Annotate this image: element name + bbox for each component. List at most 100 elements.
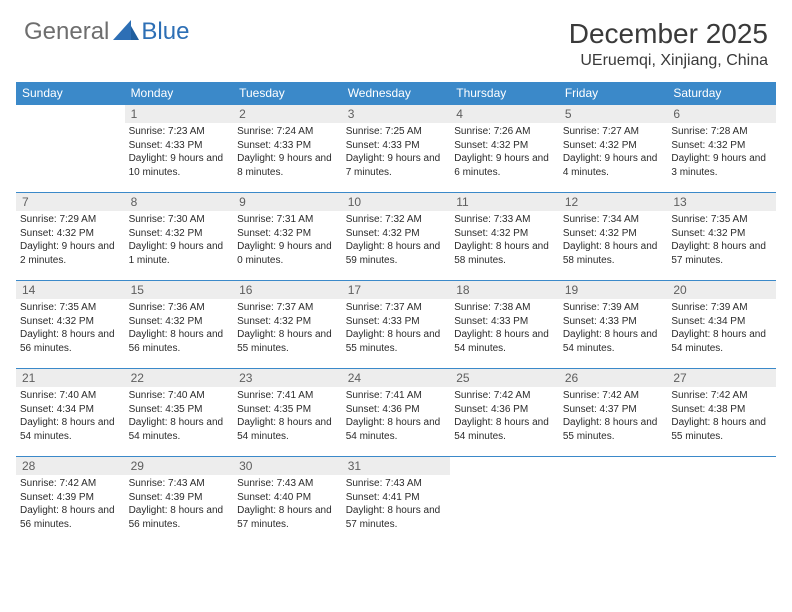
day-details: Sunrise: 7:41 AMSunset: 4:35 PMDaylight:…: [233, 387, 342, 447]
day-details: Sunrise: 7:23 AMSunset: 4:33 PMDaylight:…: [125, 123, 234, 183]
sunset-text: Sunset: 4:33 PM: [346, 315, 447, 329]
calendar-cell: 4Sunrise: 7:26 AMSunset: 4:32 PMDaylight…: [450, 105, 559, 193]
sunset-text: Sunset: 4:41 PM: [346, 491, 447, 505]
sunset-text: Sunset: 4:32 PM: [129, 227, 230, 241]
day-number: 20: [667, 281, 776, 299]
day-details: Sunrise: 7:43 AMSunset: 4:39 PMDaylight:…: [125, 475, 234, 535]
day-number: 11: [450, 193, 559, 211]
sunset-text: Sunset: 4:32 PM: [346, 227, 447, 241]
day-number: 25: [450, 369, 559, 387]
sunset-text: Sunset: 4:32 PM: [237, 315, 338, 329]
logo-text-blue: Blue: [141, 18, 189, 46]
daylight-text: Daylight: 9 hours and 0 minutes.: [237, 240, 338, 267]
calendar-cell: 9Sunrise: 7:31 AMSunset: 4:32 PMDaylight…: [233, 193, 342, 281]
sunrise-text: Sunrise: 7:42 AM: [454, 389, 555, 403]
day-details: Sunrise: 7:40 AMSunset: 4:34 PMDaylight:…: [16, 387, 125, 447]
daylight-text: Daylight: 8 hours and 54 minutes.: [563, 328, 664, 355]
sunrise-text: Sunrise: 7:33 AM: [454, 213, 555, 227]
sunset-text: Sunset: 4:40 PM: [237, 491, 338, 505]
sunrise-text: Sunrise: 7:30 AM: [129, 213, 230, 227]
sunrise-text: Sunrise: 7:36 AM: [129, 301, 230, 315]
sunset-text: Sunset: 4:33 PM: [454, 315, 555, 329]
daylight-text: Daylight: 8 hours and 56 minutes.: [20, 504, 121, 531]
daylight-text: Daylight: 8 hours and 57 minutes.: [671, 240, 772, 267]
day-number: 3: [342, 105, 451, 123]
day-details: Sunrise: 7:34 AMSunset: 4:32 PMDaylight:…: [559, 211, 668, 271]
day-details: Sunrise: 7:39 AMSunset: 4:33 PMDaylight:…: [559, 299, 668, 359]
calendar-cell: 29Sunrise: 7:43 AMSunset: 4:39 PMDayligh…: [125, 457, 234, 545]
daylight-text: Daylight: 8 hours and 54 minutes.: [346, 416, 447, 443]
daylight-text: Daylight: 9 hours and 4 minutes.: [563, 152, 664, 179]
calendar-table: Sunday Monday Tuesday Wednesday Thursday…: [16, 82, 776, 545]
calendar-cell: 15Sunrise: 7:36 AMSunset: 4:32 PMDayligh…: [125, 281, 234, 369]
daylight-text: Daylight: 9 hours and 10 minutes.: [129, 152, 230, 179]
sunrise-text: Sunrise: 7:38 AM: [454, 301, 555, 315]
calendar-cell: 22Sunrise: 7:40 AMSunset: 4:35 PMDayligh…: [125, 369, 234, 457]
daylight-text: Daylight: 8 hours and 57 minutes.: [346, 504, 447, 531]
day-details: Sunrise: 7:25 AMSunset: 4:33 PMDaylight:…: [342, 123, 451, 183]
sunrise-text: Sunrise: 7:24 AM: [237, 125, 338, 139]
day-details: Sunrise: 7:24 AMSunset: 4:33 PMDaylight:…: [233, 123, 342, 183]
daylight-text: Daylight: 8 hours and 56 minutes.: [129, 328, 230, 355]
page-header: General Blue December 2025 UEruemqi, Xin…: [0, 0, 792, 74]
sunset-text: Sunset: 4:33 PM: [563, 315, 664, 329]
day-number: 24: [342, 369, 451, 387]
daylight-text: Daylight: 9 hours and 7 minutes.: [346, 152, 447, 179]
daylight-text: Daylight: 8 hours and 54 minutes.: [237, 416, 338, 443]
day-number: 14: [16, 281, 125, 299]
day-details: Sunrise: 7:31 AMSunset: 4:32 PMDaylight:…: [233, 211, 342, 271]
sunrise-text: Sunrise: 7:37 AM: [346, 301, 447, 315]
sunset-text: Sunset: 4:32 PM: [563, 227, 664, 241]
month-title: December 2025: [569, 18, 768, 50]
day-number: 6: [667, 105, 776, 123]
day-details: Sunrise: 7:36 AMSunset: 4:32 PMDaylight:…: [125, 299, 234, 359]
sunset-text: Sunset: 4:33 PM: [129, 139, 230, 153]
calendar-cell: 16Sunrise: 7:37 AMSunset: 4:32 PMDayligh…: [233, 281, 342, 369]
sunset-text: Sunset: 4:33 PM: [346, 139, 447, 153]
sunrise-text: Sunrise: 7:42 AM: [563, 389, 664, 403]
day-number: 16: [233, 281, 342, 299]
sunset-text: Sunset: 4:37 PM: [563, 403, 664, 417]
calendar-row: 21Sunrise: 7:40 AMSunset: 4:34 PMDayligh…: [16, 369, 776, 457]
day-details: Sunrise: 7:38 AMSunset: 4:33 PMDaylight:…: [450, 299, 559, 359]
calendar-cell: 7Sunrise: 7:29 AMSunset: 4:32 PMDaylight…: [16, 193, 125, 281]
day-number: 18: [450, 281, 559, 299]
calendar-row: 1Sunrise: 7:23 AMSunset: 4:33 PMDaylight…: [16, 105, 776, 193]
weekday-header: Tuesday: [233, 82, 342, 105]
day-details: Sunrise: 7:37 AMSunset: 4:32 PMDaylight:…: [233, 299, 342, 359]
sunrise-text: Sunrise: 7:41 AM: [237, 389, 338, 403]
day-details: Sunrise: 7:43 AMSunset: 4:40 PMDaylight:…: [233, 475, 342, 535]
sunset-text: Sunset: 4:39 PM: [20, 491, 121, 505]
daylight-text: Daylight: 8 hours and 55 minutes.: [346, 328, 447, 355]
calendar-cell: 5Sunrise: 7:27 AMSunset: 4:32 PMDaylight…: [559, 105, 668, 193]
calendar-cell: 11Sunrise: 7:33 AMSunset: 4:32 PMDayligh…: [450, 193, 559, 281]
daylight-text: Daylight: 8 hours and 54 minutes.: [129, 416, 230, 443]
day-details: Sunrise: 7:42 AMSunset: 4:39 PMDaylight:…: [16, 475, 125, 535]
day-number: 31: [342, 457, 451, 475]
weekday-header-row: Sunday Monday Tuesday Wednesday Thursday…: [16, 82, 776, 105]
day-details: Sunrise: 7:29 AMSunset: 4:32 PMDaylight:…: [16, 211, 125, 271]
sunrise-text: Sunrise: 7:28 AM: [671, 125, 772, 139]
weekday-header: Wednesday: [342, 82, 451, 105]
calendar-cell: 25Sunrise: 7:42 AMSunset: 4:36 PMDayligh…: [450, 369, 559, 457]
day-number: 12: [559, 193, 668, 211]
weekday-header: Saturday: [667, 82, 776, 105]
sunset-text: Sunset: 4:32 PM: [454, 227, 555, 241]
daylight-text: Daylight: 9 hours and 3 minutes.: [671, 152, 772, 179]
daylight-text: Daylight: 8 hours and 54 minutes.: [671, 328, 772, 355]
sunset-text: Sunset: 4:35 PM: [129, 403, 230, 417]
day-number: 9: [233, 193, 342, 211]
day-number: 28: [16, 457, 125, 475]
sunset-text: Sunset: 4:32 PM: [671, 139, 772, 153]
sunset-text: Sunset: 4:39 PM: [129, 491, 230, 505]
weekday-header: Monday: [125, 82, 234, 105]
sunrise-text: Sunrise: 7:42 AM: [671, 389, 772, 403]
calendar-cell: 10Sunrise: 7:32 AMSunset: 4:32 PMDayligh…: [342, 193, 451, 281]
daylight-text: Daylight: 8 hours and 54 minutes.: [454, 416, 555, 443]
calendar-cell: [667, 457, 776, 545]
day-details: Sunrise: 7:26 AMSunset: 4:32 PMDaylight:…: [450, 123, 559, 183]
sunrise-text: Sunrise: 7:29 AM: [20, 213, 121, 227]
sunset-text: Sunset: 4:38 PM: [671, 403, 772, 417]
sunrise-text: Sunrise: 7:39 AM: [671, 301, 772, 315]
day-details: Sunrise: 7:32 AMSunset: 4:32 PMDaylight:…: [342, 211, 451, 271]
